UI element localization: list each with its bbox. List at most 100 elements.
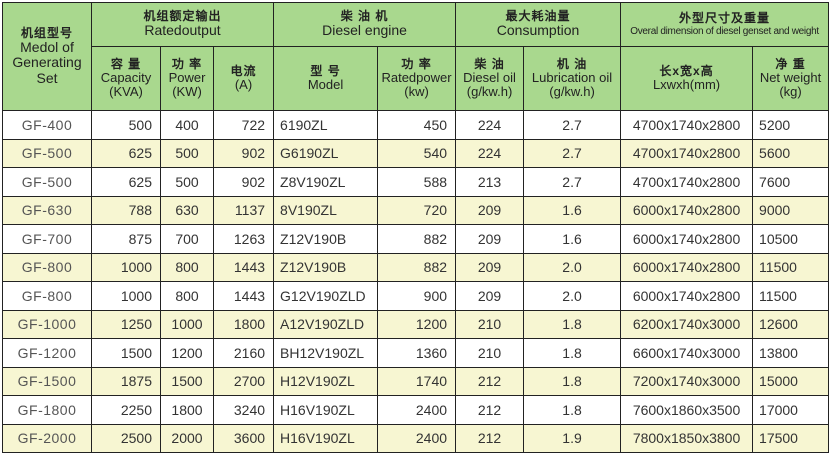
- header-weight: 净 重 Net weight (kg): [752, 46, 830, 111]
- cell-capacity: 1875: [91, 366, 161, 396]
- cell-diesel-oil: 209: [455, 195, 525, 225]
- header-en: Overal dimension of diesel genset and we…: [630, 25, 819, 37]
- cell-capacity: 1500: [91, 338, 161, 368]
- cell-engine-model: H12V190ZL: [273, 366, 379, 396]
- cell-engine-model: H16V190ZL: [273, 423, 379, 453]
- cell-net-weight: 17000: [752, 395, 830, 425]
- cell-model: GF-500: [2, 138, 92, 168]
- table-row: GF-800 1000 800 1443 Z12V190B 882 209 2.0 6000x1…: [2, 252, 830, 282]
- header-zh: 功 率: [401, 56, 432, 71]
- cell-current: 902: [212, 167, 275, 197]
- cell-net-weight: 5600: [752, 138, 830, 168]
- genset-spec-table: 机组型号 Medol of Generating Set 机组额定输出 Rate…: [2, 2, 830, 453]
- header-zh: 型 号: [310, 63, 341, 78]
- cell-rated-power: 720: [377, 195, 457, 225]
- cell-diesel-oil: 224: [455, 138, 525, 168]
- cell-capacity: 625: [91, 167, 161, 197]
- cell-dimensions: 6000x1740x2800: [620, 224, 754, 254]
- cell-lub-oil: 2.7: [523, 167, 622, 197]
- cell-dimensions: 7600x1860x3500: [620, 395, 754, 425]
- cell-current: 1443: [212, 281, 275, 311]
- cell-lub-oil: 1.6: [523, 224, 622, 254]
- cell-net-weight: 11500: [752, 281, 830, 311]
- header-dimension: 外型尺寸及重量 Overal dimension of diesel gense…: [620, 2, 830, 47]
- cell-rated-power: 540: [377, 138, 457, 168]
- header-en: Lubrication oil: [531, 69, 613, 85]
- cell-engine-model: Z12V190B: [273, 224, 379, 254]
- table-row: GF-1500 1875 1500 2700 H12V190ZL 1740 212 1.8 72…: [2, 366, 830, 396]
- cell-power: 800: [160, 281, 214, 311]
- header-unit: (g/kw.h): [549, 84, 595, 100]
- cell-rated-power: 450: [377, 110, 457, 140]
- cell-engine-model: Z8V190ZL: [273, 167, 379, 197]
- cell-engine-model: H16V190ZL: [273, 395, 379, 425]
- cell-engine-model: A12V190ZLD: [273, 309, 379, 339]
- header-en: Consumption: [496, 22, 580, 39]
- cell-model: GF-1200: [2, 338, 92, 368]
- cell-rated-power: 1360: [377, 338, 457, 368]
- header-en: Model: [307, 76, 344, 92]
- cell-dimensions: 6000x1740x2800: [620, 281, 754, 311]
- cell-model: GF-700: [2, 224, 92, 254]
- cell-capacity: 1250: [91, 309, 161, 339]
- cell-lub-oil: 2.0: [523, 252, 622, 282]
- cell-current: 2160: [212, 338, 275, 368]
- cell-diesel-oil: 209: [455, 252, 525, 282]
- header-zh: 机 油: [556, 56, 588, 71]
- table-row: GF-800 1000 800 1443 G12V190ZLD 900 209 2.0 6000…: [2, 281, 830, 311]
- cell-model: GF-2000: [2, 423, 92, 453]
- cell-net-weight: 17500: [752, 423, 830, 453]
- header-lub-oil: 机 油 Lubrication oil (g/kw.h): [523, 46, 622, 111]
- header-diesel-oil: 柴 油 Diesel oil (g/kw.h): [455, 46, 525, 111]
- header-en: Lxwxh(mm): [652, 76, 721, 92]
- cell-current: 3600: [212, 423, 275, 453]
- header-power: 功 率 Power (KW): [160, 46, 214, 111]
- cell-dimensions: 7200x1740x3000: [620, 366, 754, 396]
- cell-power: 700: [160, 224, 214, 254]
- cell-current: 3240: [212, 395, 275, 425]
- cell-lub-oil: 2.7: [523, 138, 622, 168]
- cell-net-weight: 10500: [752, 224, 830, 254]
- header-zh: 功 率: [171, 56, 203, 71]
- cell-capacity: 2250: [91, 395, 161, 425]
- cell-engine-model: BH12V190ZL: [273, 338, 379, 368]
- cell-dimensions: 4700x1740x2800: [620, 138, 754, 168]
- header-unit: (KW): [172, 84, 202, 100]
- cell-power: 1800: [160, 395, 214, 425]
- cell-net-weight: 7600: [752, 167, 830, 197]
- table-row: GF-700 875 700 1263 Z12V190B 882 209 1.6 6000x17…: [2, 224, 830, 254]
- cell-capacity: 500: [91, 110, 161, 140]
- header-zh: 外型尺寸及重量: [679, 11, 771, 26]
- header-zh: 净 重: [775, 56, 806, 71]
- header-zh: 容 量: [110, 56, 142, 71]
- cell-lub-oil: 1.8: [523, 338, 622, 368]
- header-unit: (A): [234, 76, 253, 92]
- cell-model: GF-400: [2, 110, 92, 140]
- cell-dimensions: 6200x1740x3000: [620, 309, 754, 339]
- header-consumption: 最大耗油量 Consumption: [455, 2, 622, 47]
- cell-capacity: 875: [91, 224, 161, 254]
- cell-model: GF-1800: [2, 395, 92, 425]
- cell-net-weight: 12600: [752, 309, 830, 339]
- cell-rated-power: 882: [377, 252, 457, 282]
- cell-diesel-oil: 224: [455, 110, 525, 140]
- cell-rated-power: 900: [377, 281, 457, 311]
- header-en: Net weight: [759, 69, 822, 85]
- cell-diesel-oil: 212: [455, 423, 525, 453]
- header-en: Medol of Generating Set: [12, 39, 82, 86]
- cell-dimensions: 6600x1740x3000: [620, 338, 754, 368]
- header-current: 电流 (A): [212, 46, 275, 111]
- header-en: Ratedoutput: [144, 22, 221, 39]
- cell-diesel-oil: 212: [455, 366, 525, 396]
- cell-capacity: 788: [91, 195, 161, 225]
- cell-capacity: 1000: [91, 281, 161, 311]
- cell-power: 500: [160, 138, 214, 168]
- cell-diesel-oil: 213: [455, 167, 525, 197]
- header-zh: 柴 油: [474, 56, 505, 71]
- cell-model: GF-800: [2, 281, 92, 311]
- cell-dimensions: 6000x1740x2800: [620, 252, 754, 282]
- table-row: GF-1800 2250 1800 3240 H16V190ZL 2400 212 1.8 76…: [2, 395, 830, 425]
- cell-power: 1000: [160, 309, 214, 339]
- cell-net-weight: 5200: [752, 110, 830, 140]
- cell-net-weight: 13800: [752, 338, 830, 368]
